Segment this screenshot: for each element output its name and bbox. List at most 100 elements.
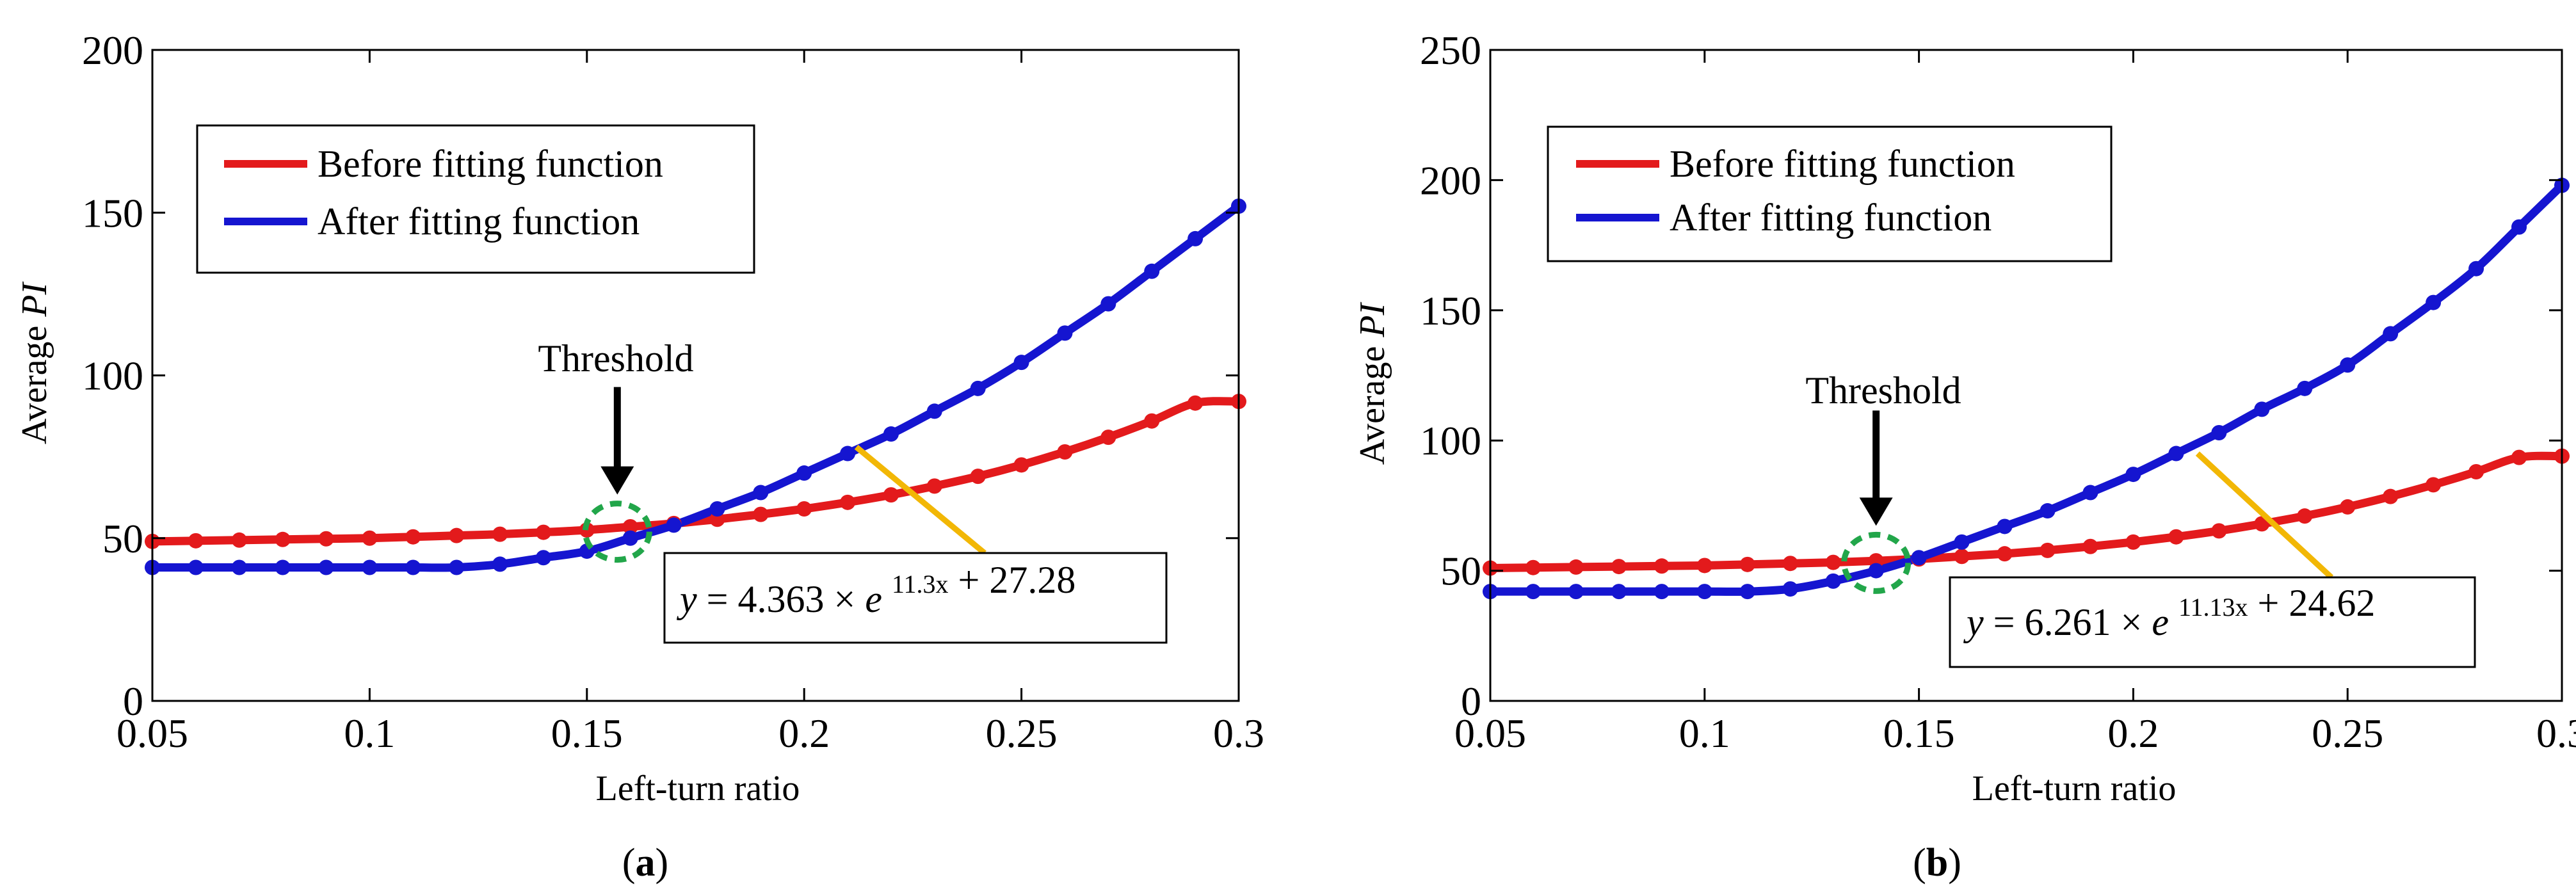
data-point-before <box>1782 556 1798 572</box>
data-point-before <box>2340 499 2356 515</box>
data-point-before <box>1654 558 1670 574</box>
x-tick-label: 0.3 <box>2536 710 2576 756</box>
x-axis-label: Left-turn ratio <box>596 769 800 808</box>
threshold-arrow-head <box>1859 497 1893 526</box>
data-point-after <box>1100 296 1116 312</box>
data-point-after <box>1911 550 1927 566</box>
x-tick-label: 0.2 <box>2107 710 2159 756</box>
legend-box <box>196 124 755 274</box>
data-point-before <box>753 506 769 522</box>
data-point-after <box>2340 357 2356 373</box>
equation-pointer <box>854 444 986 556</box>
data-point-after <box>2211 424 2227 440</box>
data-point-before <box>1568 559 1584 575</box>
points-b <box>1483 177 2570 600</box>
data-point-before <box>840 494 856 510</box>
threshold-marker <box>1841 531 1912 594</box>
equation-text: y = 6.261 × e 11.13x + 24.62 <box>1963 582 2375 643</box>
data-point-after <box>796 465 812 481</box>
x-axis-label: Left-turn ratio <box>1972 769 2177 808</box>
data-point-before <box>2125 534 2141 550</box>
x-tick-label: 0.15 <box>551 710 623 756</box>
y-tick-label: 150 <box>1420 288 1481 333</box>
y-axis-label: Average PI <box>15 281 54 444</box>
y-tick-label: 100 <box>1420 418 1481 463</box>
data-point-before <box>492 526 508 542</box>
data-point-before <box>970 469 986 485</box>
y-tick-label: 0 <box>123 678 143 724</box>
data-point-after <box>188 559 204 575</box>
threshold-marker <box>582 501 652 563</box>
legend-label-before: Before fitting function <box>318 143 663 185</box>
axes-a: 0.05 0.1 0.15 0.2 0.25 0.3 0 50 100 150 200 <box>82 28 1264 756</box>
data-point-before <box>1187 395 1203 411</box>
threshold-arrow-head <box>600 466 634 495</box>
data-point-after <box>535 550 551 566</box>
data-point-before <box>231 532 247 548</box>
data-point-after <box>1525 584 1541 600</box>
legend-b: Before fitting function After fitting fu… <box>1547 125 2113 262</box>
data-point-after <box>2168 446 2184 462</box>
data-point-after <box>362 559 378 575</box>
y-tick-label: 50 <box>1440 549 1481 594</box>
legend-label-after: After fitting function <box>318 200 640 243</box>
data-point-after <box>2082 485 2098 501</box>
equation-pointer <box>2195 451 2334 580</box>
data-point-after <box>1997 518 2013 534</box>
data-point-after <box>2040 503 2056 519</box>
legend-label-after: After fitting function <box>1670 197 1992 239</box>
data-point-before <box>2383 488 2399 504</box>
data-point-after <box>1782 581 1798 597</box>
data-point-after <box>1654 584 1670 600</box>
annotations-b <box>1841 410 2334 594</box>
data-point-before <box>1997 546 2013 562</box>
data-point-before <box>1825 554 1841 570</box>
data-point-after <box>1568 584 1584 600</box>
data-point-before <box>1013 457 1029 473</box>
x-tick-label: 0.1 <box>344 710 395 756</box>
data-point-before <box>1525 559 1541 575</box>
x-tick-label: 0.25 <box>2312 710 2383 756</box>
data-point-before <box>796 501 812 517</box>
data-point-after <box>2297 380 2313 396</box>
data-point-before <box>1100 429 1116 446</box>
chart-panel-b: 0.05 0.1 0.15 0.2 0.25 0.3 0 50 100 150 200 250 Bef… <box>1353 28 2576 885</box>
data-point-after <box>622 530 638 546</box>
data-point-after <box>666 517 682 533</box>
equation-box-a: y = 4.363 × e 11.3x + 27.28 <box>663 552 1168 644</box>
legend-label-before: Before fitting function <box>1670 143 2015 185</box>
data-point-after <box>753 485 769 501</box>
data-point-before <box>1057 444 1073 460</box>
x-tick-label: 0.3 <box>1213 710 1264 756</box>
equation-text: y = 4.363 × e 11.3x + 27.28 <box>676 559 1075 620</box>
data-point-before <box>622 518 638 534</box>
threshold-label: Threshold <box>1805 369 1961 412</box>
x-tick-label: 0.1 <box>1679 710 1730 756</box>
data-point-after <box>2125 467 2141 483</box>
y-tick-label: 0 <box>1461 678 1481 724</box>
threshold-label: Threshold <box>538 337 693 380</box>
data-point-after <box>2254 401 2270 417</box>
data-point-before <box>2040 542 2056 558</box>
data-point-after <box>449 559 465 575</box>
data-point-before <box>275 531 291 547</box>
y-tick-label: 200 <box>82 28 143 73</box>
axes-b: 0.05 0.1 0.15 0.2 0.25 0.3 0 50 100 150 200 250 <box>1420 28 2576 756</box>
x-tick-label: 0.05 <box>117 710 188 756</box>
data-point-after <box>2468 261 2484 277</box>
x-tick-label: 0.25 <box>986 710 1058 756</box>
data-point-after <box>1144 263 1160 279</box>
data-point-after <box>405 559 421 575</box>
chart-panel-a: 0.05 0.1 0.15 0.2 0.25 0.3 0 50 100 150 200 Before… <box>15 28 1264 885</box>
data-point-after <box>2426 294 2442 310</box>
data-point-before <box>2297 508 2313 524</box>
equation-frame <box>663 552 1168 644</box>
data-point-after <box>1696 584 1712 600</box>
data-point-before <box>1739 556 1755 572</box>
data-point-before <box>362 530 378 546</box>
data-point-after <box>1187 230 1203 246</box>
data-point-before <box>1611 559 1627 575</box>
plot-frame <box>1489 49 2563 702</box>
data-point-after <box>318 559 334 575</box>
